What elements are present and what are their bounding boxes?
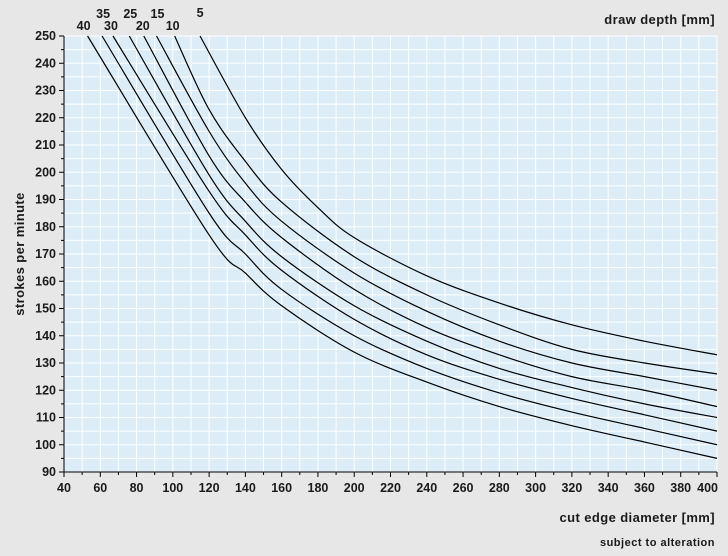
series-label-15: 15 [151, 7, 165, 21]
series-line-15 [155, 35, 718, 391]
x-tick-label: 180 [308, 481, 329, 495]
x-axis-title: cut edge diameter [mm] [560, 510, 715, 525]
y-tick-label: 160 [35, 274, 56, 288]
y-tick-label: 180 [35, 220, 56, 234]
series-line-20 [143, 35, 718, 408]
y-tick-label: 220 [35, 111, 56, 125]
y-tick-label: 190 [35, 193, 56, 207]
y-tick-label: 250 [35, 29, 56, 43]
y-tick-label: 90 [42, 465, 56, 479]
series-label-5: 5 [197, 6, 204, 20]
x-tick-label: 340 [598, 481, 619, 495]
x-tick-label: 200 [344, 481, 365, 495]
y-tick-label: 200 [35, 165, 56, 179]
series-label-30: 30 [104, 19, 118, 33]
series-line-30 [112, 35, 718, 432]
y-tick-label: 140 [35, 329, 56, 343]
y-tick-label: 100 [35, 438, 56, 452]
y-tick-label: 170 [35, 247, 56, 261]
series-line-25 [128, 35, 718, 419]
series-label-35: 35 [96, 7, 110, 21]
y-tick-label: 150 [35, 302, 56, 316]
y-tick-label: 210 [35, 138, 56, 152]
x-tick-label: 40 [57, 481, 71, 495]
series-label-20: 20 [136, 19, 150, 33]
x-tick-label: 60 [93, 481, 107, 495]
series-label-25: 25 [123, 7, 137, 21]
series-line-10 [174, 35, 718, 375]
y-axis-title: strokes per minute [12, 192, 27, 316]
x-tick-label: 320 [561, 481, 582, 495]
y-tick-label: 130 [35, 356, 56, 370]
y-tick-label: 230 [35, 84, 56, 98]
x-tick-label: 260 [453, 481, 474, 495]
x-tick-label: 360 [634, 481, 655, 495]
x-tick-label: 220 [380, 481, 401, 495]
alteration-note: subject to alteration [600, 537, 715, 549]
series-label-40: 40 [77, 19, 91, 33]
series [87, 35, 718, 459]
y-tick-label: 120 [35, 383, 56, 397]
legend-title: draw depth [mm] [604, 12, 715, 27]
series-line-35 [101, 35, 718, 446]
series-line-5 [199, 35, 718, 356]
axes: 40 60 80 100 120 140 160 180 200 220 240 260 280 300 3… [35, 29, 718, 495]
series-line-40 [87, 35, 718, 459]
y-tick-label: 110 [36, 411, 56, 425]
x-tick-label: 140 [235, 481, 256, 495]
x-tick-label: 80 [130, 481, 144, 495]
x-tick-label: 380 [670, 481, 691, 495]
x-tick-label: 400 [697, 481, 718, 495]
x-tick-label: 240 [416, 481, 437, 495]
series-label-10: 10 [166, 19, 180, 33]
x-tick-label: 160 [271, 481, 292, 495]
x-tick-label: 280 [489, 481, 510, 495]
x-tick-label: 100 [162, 481, 183, 495]
x-tick-label: 120 [199, 481, 220, 495]
x-tick-label: 300 [525, 481, 546, 495]
y-tick-label: 240 [35, 56, 56, 70]
